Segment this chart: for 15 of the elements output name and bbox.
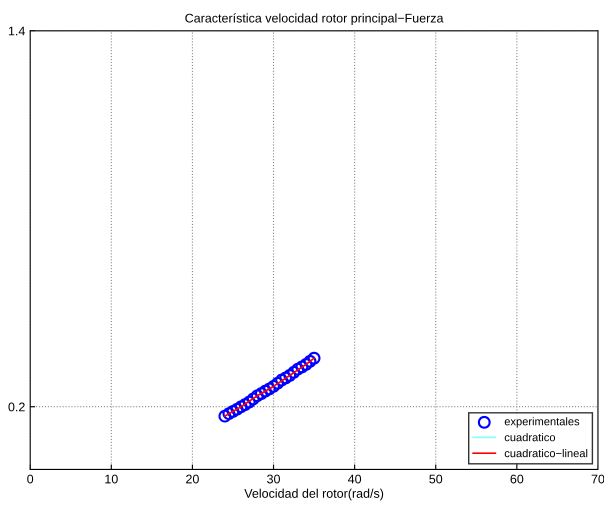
x-tick-label: 70 [592,474,604,484]
x-tick-label: 60 [510,474,524,484]
x-tick-label: 50 [429,474,442,484]
y-tick-label: 1.4 [8,26,25,36]
x-axis-title: Velocidad del rotor(rad/s) [244,488,384,500]
legend-label: experimentales [504,417,580,428]
x-tick-label: 40 [348,474,362,484]
legend-label: cuadratico−lineal [504,449,588,458]
y-tick-label: 0.2 [8,402,25,412]
x-tick-label: 20 [186,474,199,484]
chart-title: Característica velocidad rotor principal−Fuerza [185,13,444,26]
x-tick-label: 30 [267,474,280,484]
x-tick-label: 10 [105,474,118,484]
x-tick-label: 0 [27,474,34,484]
legend-label: cuadratico [504,433,556,442]
